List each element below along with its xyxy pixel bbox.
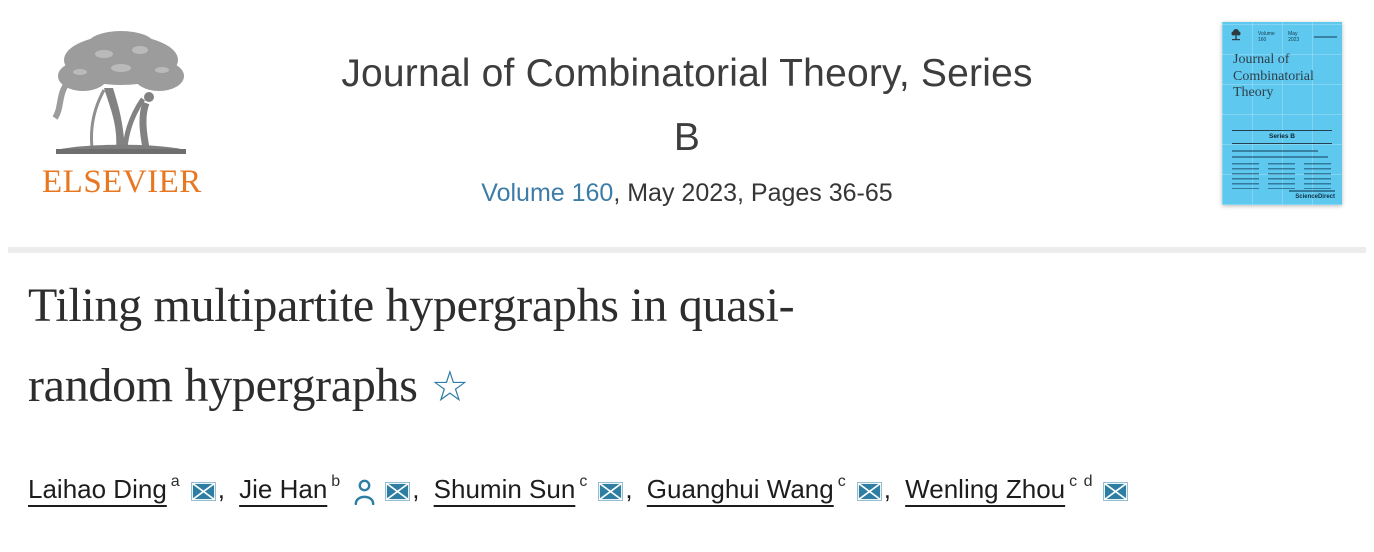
- issue-info-line: Volume 160, May 2023, Pages 36-65: [257, 179, 1117, 208]
- author-item: Laihao Ding a: [28, 473, 216, 504]
- author-name-link[interactable]: Jie Han: [239, 474, 328, 504]
- journal-banner: ELSEVIER Journal of Combinatorial Theory…: [0, 0, 1374, 248]
- email-icon[interactable]: [385, 477, 411, 508]
- elsevier-logo[interactable]: ELSEVIER: [42, 24, 202, 200]
- email-icon[interactable]: [190, 477, 216, 508]
- email-icon[interactable]: [1103, 477, 1129, 508]
- cover-editors-placeholder: [1232, 163, 1259, 189]
- cover-editors-placeholder: [1304, 163, 1331, 189]
- publisher-wordmark: ELSEVIER: [42, 164, 202, 200]
- author-affiliation-sup: a: [170, 473, 181, 491]
- author-affiliation-sup: c d: [1069, 473, 1094, 491]
- cover-issue-line: Volume 160 May 2023: [1258, 31, 1338, 43]
- author-separator: ,: [217, 474, 233, 504]
- author-separator: ,: [883, 474, 899, 504]
- issue-info-text: , May 2023, Pages 36-65: [613, 179, 893, 207]
- cover-volume-text: Volume 160: [1258, 31, 1275, 43]
- author-separator: ,: [625, 474, 640, 504]
- author-item: Shumin Sun c: [433, 473, 624, 504]
- author-item: Jie Han b: [239, 473, 411, 506]
- article-title-line1: Tiling multipartite hypergraphs in quasi…: [28, 279, 795, 332]
- author-profile-icon[interactable]: [354, 479, 375, 512]
- cover-issn-placeholder: [1314, 36, 1338, 38]
- cover-date-text: May 2023: [1288, 31, 1300, 43]
- author-affiliation-sup: b: [331, 473, 342, 491]
- volume-link[interactable]: Volume 160: [481, 179, 614, 207]
- cover-journal-title: Journal of Combinatorial Theory: [1233, 52, 1314, 100]
- journal-meta: Journal of Combinatorial Theory, Series …: [257, 42, 1117, 208]
- author-list: Laihao Ding a , Jie Han b , Shumin Sun c: [28, 473, 1129, 512]
- cover-brand-block: ScienceDirect: [1289, 190, 1335, 200]
- email-icon[interactable]: [598, 477, 624, 508]
- journal-title-link[interactable]: Journal of Combinatorial Theory, Series …: [257, 42, 1117, 170]
- cover-elsevier-tree-icon: [1231, 29, 1241, 41]
- cover-editors-placeholder: [1268, 163, 1295, 189]
- cover-text-placeholder: [1232, 150, 1318, 152]
- footnote-star-icon[interactable]: ☆: [430, 362, 470, 412]
- author-separator: ,: [412, 474, 427, 504]
- journal-title-line2: B: [673, 116, 701, 159]
- cover-series-label: Series B: [1232, 130, 1332, 144]
- author-name-link[interactable]: Shumin Sun: [433, 474, 576, 504]
- cover-availability-placeholder: [1289, 190, 1335, 192]
- article-title-line2: random hypergraphs: [28, 359, 418, 412]
- author-item: Guanghui Wang c: [646, 473, 882, 504]
- author-name-link[interactable]: Laihao Ding: [28, 474, 167, 504]
- author-affiliation-sup: c: [579, 473, 589, 491]
- author-name-link[interactable]: Guanghui Wang: [646, 474, 834, 504]
- elsevier-tree-icon: [52, 31, 186, 154]
- author-item: Wenling Zhou c d: [905, 473, 1129, 504]
- cover-sciencedirect-label: ScienceDirect: [1295, 194, 1335, 200]
- author-affiliation-sup: c: [837, 473, 847, 491]
- author-name-link[interactable]: Wenling Zhou: [905, 474, 1066, 504]
- journal-cover-thumbnail[interactable]: Volume 160 May 2023 Journal of Combinato…: [1222, 22, 1342, 205]
- article-title: Tiling multipartite hypergraphs in quasi…: [28, 266, 988, 427]
- journal-title-line1: Journal of Combinatorial Theory, Series: [341, 52, 1033, 95]
- email-icon[interactable]: [856, 477, 882, 508]
- cover-text-placeholder: [1232, 156, 1328, 158]
- header-divider: [8, 247, 1366, 253]
